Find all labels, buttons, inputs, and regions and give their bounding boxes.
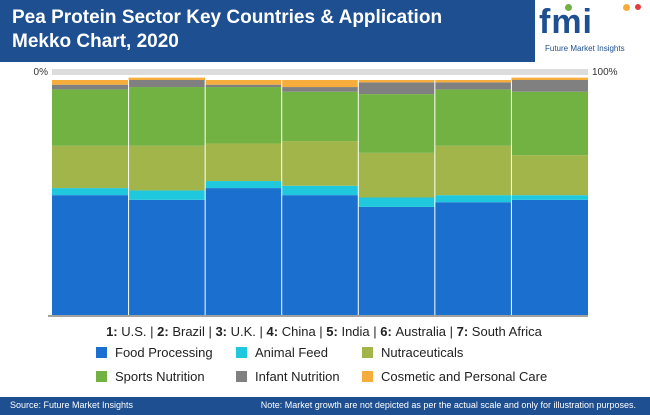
category-number-2: 2: [157,324,172,339]
header-bar: Pea Protein Sector Key Countries & Appli… [0,0,650,62]
segment-food-processing-1 [52,195,129,315]
fmi-logo: fmi Future Market Insights [535,0,650,62]
segment-nutraceuticals-5 [358,152,435,198]
segment-food-processing-2 [128,199,206,315]
segment-food-processing-6 [434,202,512,315]
legend-swatch [362,371,373,382]
segment-infant-nutrition-2 [128,80,206,88]
segment-nutraceuticals-1 [52,145,129,189]
category-number-3: 3: [215,324,230,339]
category-labels: 1: U.S. | 2: Brazil | 3: U.K. | 4: China… [106,324,543,339]
segment-food-processing-7 [511,199,588,315]
legend-swatch [96,347,107,358]
legend-item-sports-nutrition: Sports Nutrition [96,369,205,384]
legend-label: Animal Feed [255,345,328,360]
category-separator: | [256,324,267,339]
segment-nutraceuticals-6 [434,145,512,196]
segment-sports-nutrition-6 [434,89,512,146]
legend-item-nutraceuticals: Nutraceuticals [362,345,463,360]
logo-subtitle: Future Market Insights [545,44,625,53]
legend-item-animal-feed: Animal Feed [236,345,328,360]
segment-cosmetic-and-personal-care-7 [511,77,588,80]
legend-item-infant-nutrition: Infant Nutrition [236,369,340,384]
segment-infant-nutrition-6 [434,82,512,90]
segment-cosmetic-and-personal-care-5 [358,80,435,83]
category-separator: | [446,324,457,339]
segment-animal-feed-7 [511,195,588,200]
segment-animal-feed-6 [434,195,512,203]
category-number-7: 7: [457,324,472,339]
segment-animal-feed-3 [205,181,282,189]
segment-sports-nutrition-4 [281,91,359,142]
category-name-7: South Africa [472,324,543,339]
segment-sports-nutrition-7 [511,91,588,156]
segment-nutraceuticals-3 [205,143,282,182]
segment-food-processing-3 [205,188,282,315]
category-name-5: India [341,324,370,339]
logo-dot-red [635,4,641,10]
legend-item-food-processing: Food Processing [96,345,213,360]
category-number-1: 1: [106,324,121,339]
legend-label: Nutraceuticals [381,345,464,360]
segment-sports-nutrition-5 [358,94,435,153]
segment-sports-nutrition-2 [128,87,206,146]
legend-swatch [236,371,247,382]
category-separator: | [316,324,327,339]
legend-label: Cosmetic and Personal Care [381,369,548,384]
legend-label: Sports Nutrition [115,369,205,384]
category-number-4: 4: [267,324,282,339]
segment-cosmetic-and-personal-care-2 [128,77,206,80]
scale-label-start: 0% [34,67,49,78]
segment-food-processing-5 [358,206,435,315]
scale-bar [52,69,588,75]
illustration-note: Note: Market growth are not depicted as … [260,400,636,410]
legend-swatch [362,347,373,358]
logo-dot-green [565,4,572,11]
category-name-4: China [282,324,317,339]
category-number-5: 5: [326,324,341,339]
segment-infant-nutrition-7 [511,80,588,92]
chart-title-line2: Mekko Chart, 2020 [12,31,179,52]
segment-nutraceuticals-2 [128,145,206,191]
segment-animal-feed-4 [281,185,359,196]
segment-sports-nutrition-1 [52,89,129,146]
legend-label: Infant Nutrition [255,369,340,384]
legend-swatch [236,347,247,358]
segment-sports-nutrition-3 [205,87,282,144]
category-name-3: U.K. [231,324,256,339]
legend-label: Food Processing [115,345,213,360]
legend-item-cosmetic-and-personal-care: Cosmetic and Personal Care [362,369,547,384]
segment-infant-nutrition-5 [358,82,435,95]
segment-animal-feed-5 [358,197,435,207]
segment-animal-feed-2 [128,190,206,200]
category-separator: | [370,324,381,339]
category-name-2: Brazil [172,324,205,339]
source-note: Source: Future Market Insights [10,400,134,410]
segment-cosmetic-and-personal-care-4 [281,80,359,88]
segment-infant-nutrition-4 [281,87,359,92]
category-name-6: Australia [395,324,446,339]
chart-title: Pea Protein Sector Key Countries & Appli… [12,6,512,54]
chart-title-line1: Pea Protein Sector Key Countries & Appli… [12,7,443,28]
segment-food-processing-4 [281,195,359,315]
segment-cosmetic-and-personal-care-6 [434,80,512,83]
segment-cosmetic-and-personal-care-3 [205,80,282,85]
segment-nutraceuticals-7 [511,155,588,196]
segment-animal-feed-1 [52,188,129,196]
logo-text: fmi [539,3,593,41]
segment-cosmetic-and-personal-care-1 [52,80,129,85]
legend-swatch [96,371,107,382]
segment-nutraceuticals-4 [281,141,359,186]
category-separator: | [205,324,216,339]
footer-bar: Source: Future Market Insights Note: Mar… [0,397,650,415]
category-name-1: U.S. [121,324,146,339]
scale-label-end: 100% [592,67,618,78]
segment-infant-nutrition-3 [205,84,282,88]
logo-dot-orange [623,4,630,11]
segment-infant-nutrition-1 [52,84,129,90]
category-number-6: 6: [380,324,395,339]
category-separator: | [147,324,158,339]
mekko-chart: 0% 100% 1: U.S. | 2: Brazil | 3: U.K. | 4:… [34,67,618,339]
